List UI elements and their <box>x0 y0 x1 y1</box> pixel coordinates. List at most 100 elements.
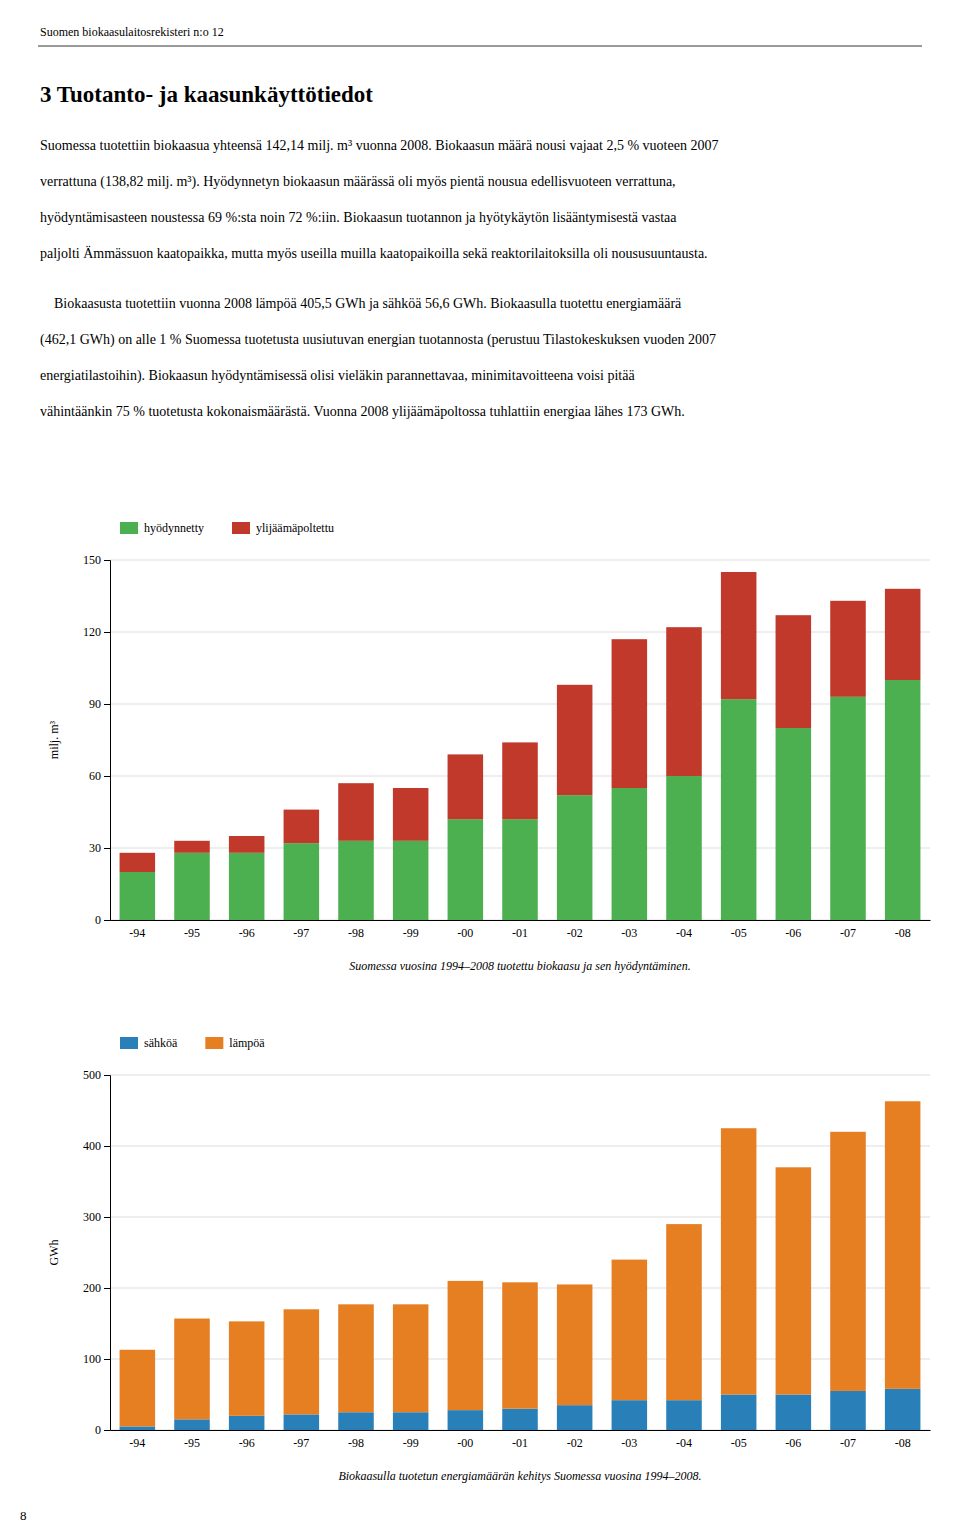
x-tick: -01 <box>512 1430 528 1450</box>
bar <box>174 853 210 920</box>
grid <box>110 1075 930 1430</box>
bar <box>666 627 702 776</box>
y-axis: 0100200300400500 <box>83 1068 111 1437</box>
chart: 0306090120150-94-95-96-97-98-99-00-01-02… <box>47 521 931 973</box>
body-line: Biokaasusta tuotettiin vuonna 2008 lämpö… <box>40 296 682 311</box>
x-tick-label: -95 <box>184 926 200 940</box>
x-tick: -06 <box>785 920 801 940</box>
bar <box>284 1414 320 1430</box>
y-tick-mark <box>104 560 110 561</box>
grid-line <box>110 560 930 561</box>
y-tick: 100 <box>83 1352 110 1366</box>
x-tick: -98 <box>348 1430 364 1450</box>
bar <box>612 1260 648 1401</box>
bar <box>557 1405 593 1430</box>
body-line: (462,1 GWh) on alle 1 % Suomessa tuotetu… <box>40 332 716 348</box>
x-tick: -03 <box>621 1430 637 1450</box>
x-tick-label: -01 <box>512 1436 528 1450</box>
caption: Biokaasulla tuotetun energiamäärän kehit… <box>338 1469 701 1483</box>
y-tick-label: 120 <box>83 625 101 639</box>
bar <box>393 788 429 841</box>
bar <box>830 1391 866 1430</box>
y-tick-label: 500 <box>83 1068 101 1082</box>
bar <box>393 841 429 920</box>
x-tick: -08 <box>895 920 911 940</box>
x-tick: -05 <box>731 920 747 940</box>
legend-label: ylijäämäpoltettu <box>256 521 334 535</box>
legend-item: lämpöä <box>205 1036 265 1050</box>
bar <box>830 697 866 920</box>
x-tick: -95 <box>184 1430 200 1450</box>
x-tick-label: -00 <box>457 926 473 940</box>
x-axis-line <box>111 1430 931 1431</box>
body-line: verrattuna (138,82 milj. m³). Hyödynnety… <box>40 174 676 190</box>
x-tick: -02 <box>567 1430 583 1450</box>
x-tick-label: -08 <box>895 926 911 940</box>
bar <box>721 699 757 920</box>
bar <box>174 1419 210 1430</box>
y-tick-mark <box>104 848 110 849</box>
y-axis: 0306090120150 <box>83 553 111 927</box>
bar <box>393 1412 429 1430</box>
x-tick: -03 <box>621 920 637 940</box>
x-tick-label: -04 <box>676 1436 692 1450</box>
bar <box>284 1309 320 1414</box>
body-line: energiatilastoihin). Biokaasun hyödyntäm… <box>40 368 635 384</box>
y-tick: 200 <box>83 1281 110 1295</box>
y-tick-mark <box>104 704 110 705</box>
x-tick-label: -98 <box>348 926 364 940</box>
legend: hyödynnettyylijäämäpoltettu <box>120 521 334 535</box>
bar <box>338 783 374 841</box>
x-tick-label: -99 <box>403 926 419 940</box>
bar <box>885 589 921 680</box>
legend-swatch <box>120 1037 138 1049</box>
x-tick: -02 <box>567 920 583 940</box>
x-tick: -99 <box>403 920 419 940</box>
bar <box>502 1409 538 1430</box>
y-axis-line <box>104 1076 111 1431</box>
bar <box>666 1224 702 1400</box>
y-tick-mark <box>104 1217 110 1218</box>
x-tick-label: -05 <box>731 926 747 940</box>
y-tick: 60 <box>89 769 110 783</box>
bar <box>885 680 921 920</box>
bar <box>721 1128 757 1394</box>
x-tick: -00 <box>457 920 473 940</box>
bar <box>284 843 320 920</box>
bar <box>502 1282 538 1408</box>
bar <box>120 872 156 920</box>
bar <box>284 810 320 844</box>
y-tick: 120 <box>83 625 110 639</box>
x-tick-label: -01 <box>512 926 528 940</box>
bar <box>885 1389 921 1430</box>
caption: Suomessa vuosina 1994–2008 tuotettu biok… <box>349 959 690 973</box>
y-tick-mark <box>104 1288 110 1289</box>
bar <box>776 1395 812 1431</box>
bar <box>338 1412 374 1430</box>
bar <box>229 836 265 853</box>
x-tick: -04 <box>676 920 692 940</box>
bar <box>721 1395 757 1431</box>
legend-swatch <box>120 522 138 534</box>
bar <box>338 841 374 920</box>
x-tick-label: -06 <box>785 1436 801 1450</box>
x-tick-label: -94 <box>129 1436 145 1450</box>
bar <box>229 1321 265 1415</box>
legend-swatch <box>205 1037 223 1049</box>
header: Suomen biokaasulaitosrekisteri n:o 12 <box>40 25 224 39</box>
bar <box>721 572 757 699</box>
y-tick: 90 <box>89 697 110 711</box>
x-tick: -06 <box>785 1430 801 1450</box>
body-line: hyödyntämisasteen noustessa 69 %:sta noi… <box>40 210 677 225</box>
bar <box>502 742 538 819</box>
y-tick-label: 400 <box>83 1139 101 1153</box>
x-tick-label: -02 <box>567 926 583 940</box>
bar <box>885 1101 921 1389</box>
y-tick-label: 150 <box>83 553 101 567</box>
x-tick-label: -00 <box>457 1436 473 1450</box>
y-tick: 150 <box>83 553 110 567</box>
bar <box>448 1281 484 1410</box>
bar <box>120 1350 156 1427</box>
bar <box>448 754 484 819</box>
y-tick-mark <box>104 776 110 777</box>
